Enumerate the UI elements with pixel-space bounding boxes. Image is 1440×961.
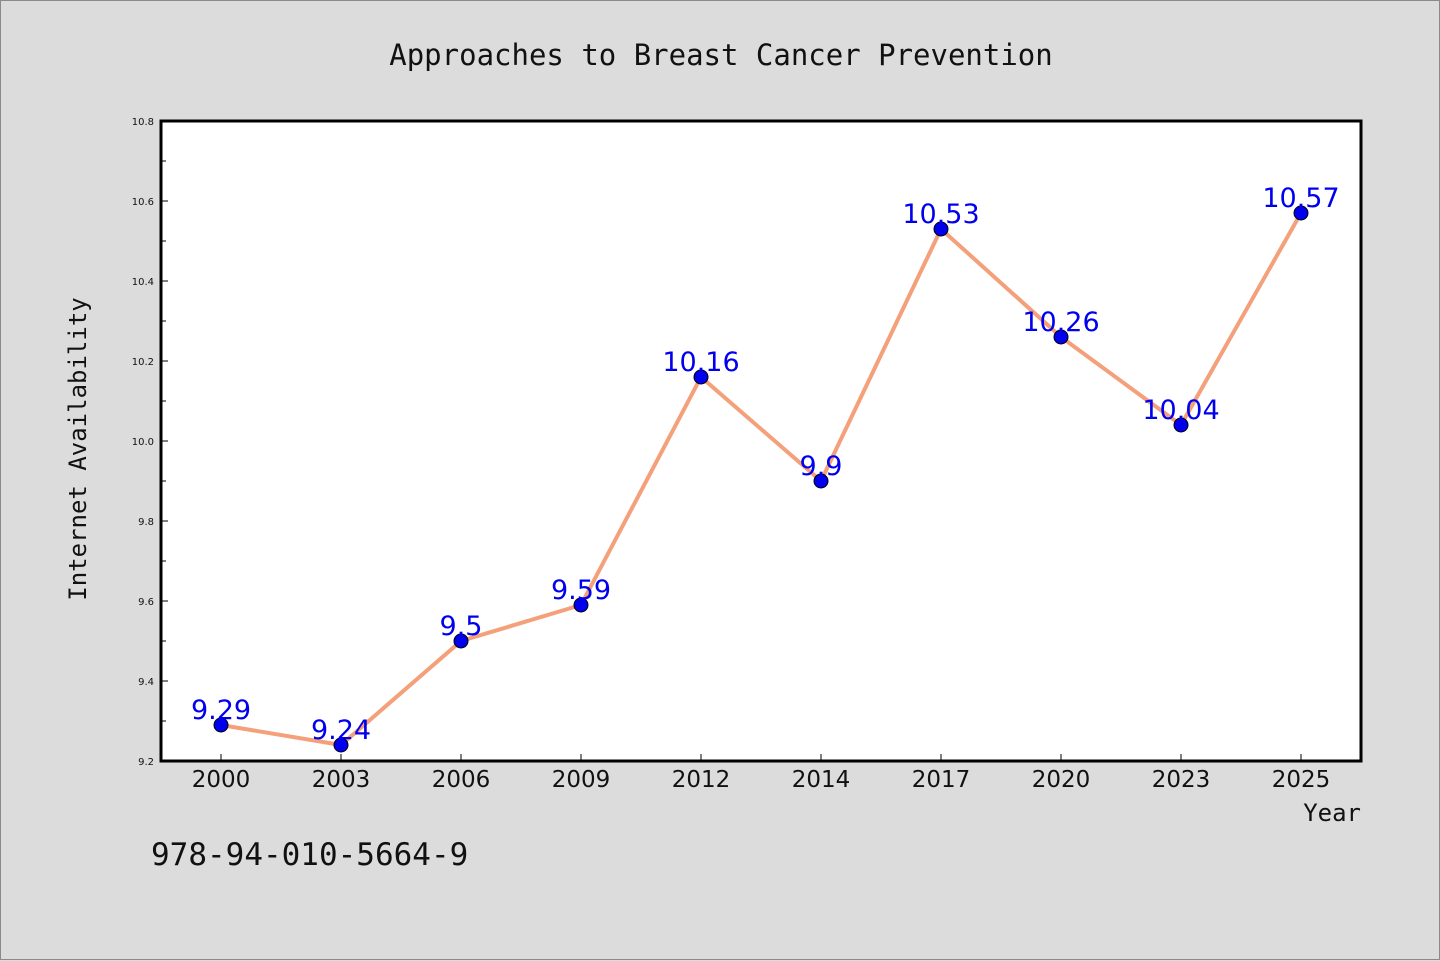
data-point bbox=[933, 221, 949, 237]
x-tick-label: 2023 bbox=[1152, 767, 1211, 793]
x-tick-label: 2025 bbox=[1272, 767, 1331, 793]
series bbox=[213, 205, 1309, 753]
data-point bbox=[573, 597, 589, 613]
data-point bbox=[813, 473, 829, 489]
data-point bbox=[333, 737, 349, 753]
y-tick-label: 9.6 bbox=[138, 597, 154, 608]
x-tick-label: 2000 bbox=[192, 767, 251, 793]
y-tick-label: 10.4 bbox=[132, 277, 154, 288]
plot-area bbox=[159, 119, 1363, 763]
y-axis: 9.2 9.4 9.6 9.8 10.0 10.2 10.4 10.6 10.8 bbox=[132, 117, 168, 768]
x-tick-label: 2009 bbox=[552, 767, 611, 793]
data-label: 9.29 bbox=[191, 695, 251, 726]
data-label: 10.26 bbox=[1022, 307, 1099, 338]
x-tick-label: 2014 bbox=[792, 767, 851, 793]
y-tick-label: 9.2 bbox=[138, 757, 154, 768]
footnote: 978-94-010-5664-9 bbox=[151, 837, 468, 873]
data-label: 10.04 bbox=[1142, 395, 1219, 426]
data-labels: 9.29 9.24 9.5 9.59 10.16 9.9 10.53 10.26 10.04 10… bbox=[191, 183, 1340, 746]
data-point bbox=[213, 717, 229, 733]
data-point bbox=[1173, 417, 1189, 433]
y-tick-label: 9.8 bbox=[138, 517, 154, 528]
data-label: 9.9 bbox=[800, 451, 843, 482]
x-tick-label: 2020 bbox=[1032, 767, 1091, 793]
data-label: 9.24 bbox=[311, 715, 371, 746]
y-tick-label: 10.8 bbox=[132, 117, 154, 128]
y-tick-label: 10.2 bbox=[132, 357, 154, 368]
data-label: 9.5 bbox=[440, 611, 483, 642]
data-point bbox=[693, 369, 709, 385]
data-point bbox=[453, 633, 469, 649]
data-label: 10.16 bbox=[662, 347, 739, 378]
data-label: 10.53 bbox=[902, 199, 979, 230]
x-tick-label: 2012 bbox=[672, 767, 731, 793]
x-tick-label: 2017 bbox=[912, 767, 971, 793]
x-tick-label: 2003 bbox=[312, 767, 371, 793]
data-label: 10.57 bbox=[1262, 183, 1339, 214]
chart-title: Approaches to Breast Cancer Prevention bbox=[389, 38, 1052, 72]
data-label: 9.59 bbox=[551, 575, 611, 606]
y-tick-label: 9.4 bbox=[138, 677, 154, 688]
x-axis: 2000 2003 2006 2009 2012 2014 2017 2020 2023 2025 bbox=[192, 754, 1331, 793]
y-tick-label: 10.0 bbox=[132, 437, 154, 448]
series-line bbox=[220, 212, 1303, 747]
y-tick-label: 10.6 bbox=[132, 197, 154, 208]
y-axis-label: Internet Availability bbox=[64, 297, 92, 600]
data-point bbox=[1293, 205, 1309, 221]
x-axis-label: Year bbox=[1303, 799, 1361, 827]
x-tick-label: 2006 bbox=[432, 767, 491, 793]
data-point bbox=[1053, 329, 1069, 345]
